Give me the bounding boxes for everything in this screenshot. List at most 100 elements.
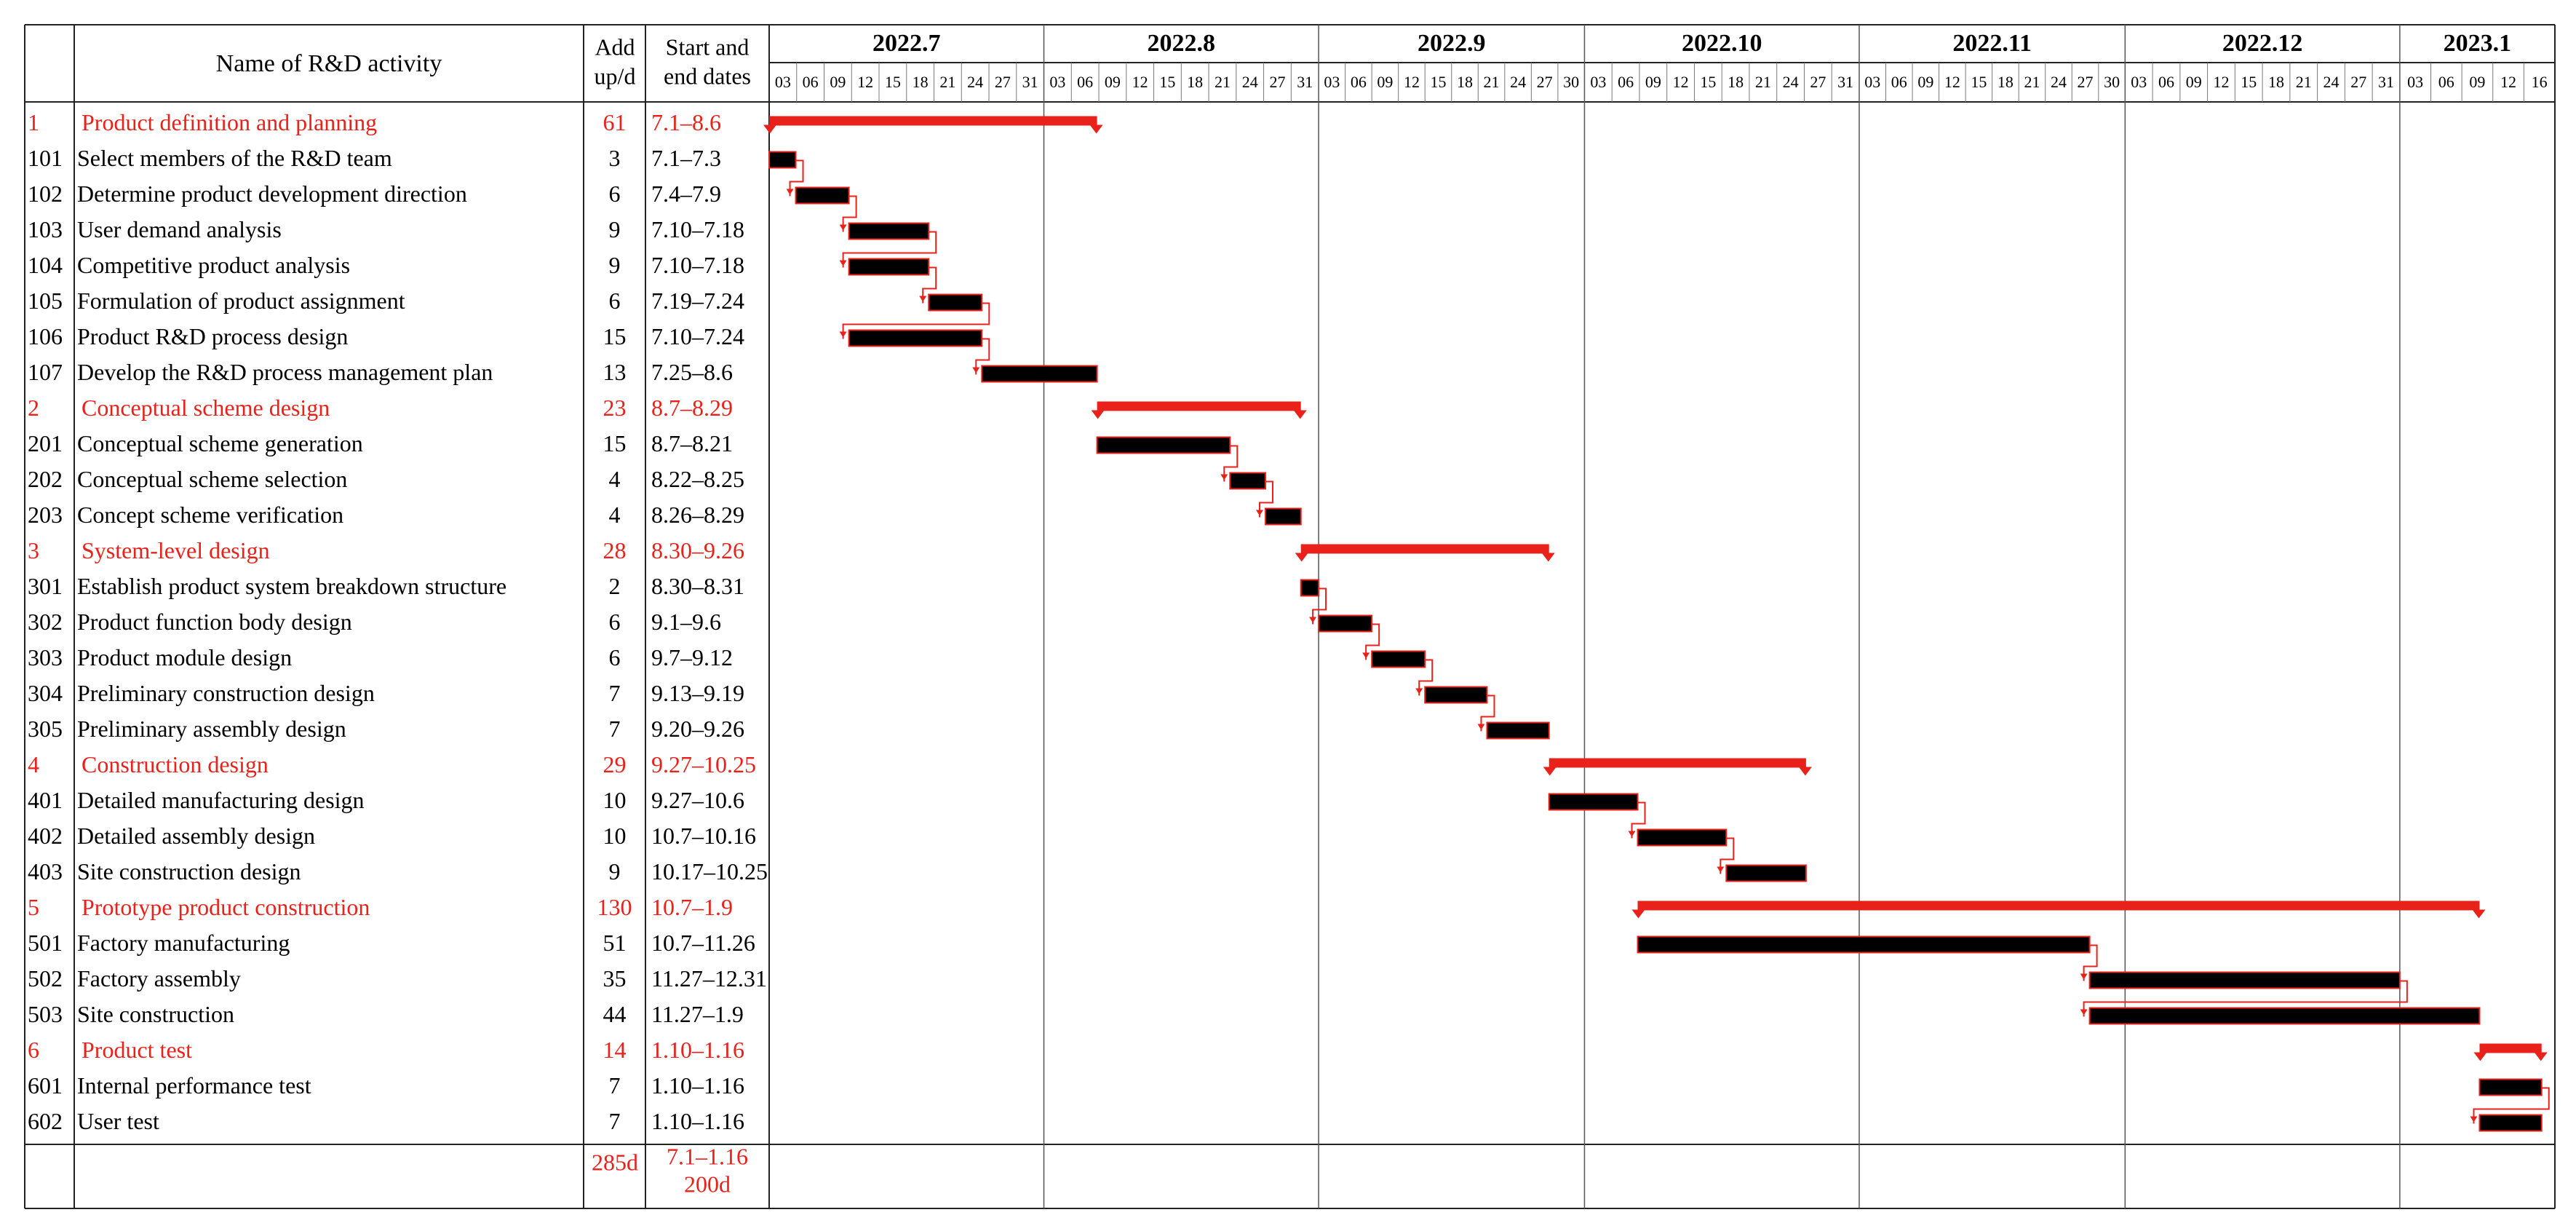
arrow-head — [1415, 688, 1423, 694]
task-days: 6 — [609, 644, 621, 670]
task-days: 2 — [609, 573, 621, 599]
day-label: 24 — [2323, 73, 2339, 91]
day-label: 15 — [885, 73, 901, 91]
task-bar — [848, 329, 983, 347]
task-id: 3 — [28, 537, 39, 563]
task-dates: 11.27–1.9 — [651, 1001, 744, 1027]
task-id: 502 — [28, 965, 63, 992]
arrow-head — [839, 224, 847, 231]
task-days: 44 — [603, 1001, 627, 1027]
task-days: 7 — [609, 716, 621, 742]
day-label: 15 — [1971, 73, 1987, 91]
day-label: 24 — [1510, 73, 1526, 91]
summary-bar — [1549, 758, 1806, 768]
arrow-head — [2080, 1009, 2088, 1016]
task-dates: 8.30–9.26 — [651, 537, 744, 563]
task-bar — [1637, 828, 1728, 847]
day-label: 03 — [1864, 73, 1880, 91]
task-id: 106 — [28, 323, 63, 349]
day-label: 06 — [1618, 73, 1634, 91]
task-name: System-level design — [82, 537, 270, 563]
task-name: Product module design — [77, 644, 292, 670]
month-label: 2022.9 — [1418, 30, 1486, 57]
task-bar — [2478, 1078, 2543, 1096]
connector — [975, 338, 990, 375]
task-dates: 9.27–10.6 — [651, 787, 744, 813]
total-span: 200d — [684, 1171, 731, 1197]
task-name: Factory assembly — [77, 965, 241, 992]
task-name: Conceptual scheme selection — [77, 466, 347, 492]
task-bar — [2088, 971, 2401, 989]
day-label: 21 — [939, 73, 955, 91]
connector — [842, 302, 990, 339]
task-dates: 8.30–8.31 — [651, 573, 744, 599]
summary-end — [1091, 410, 1105, 419]
task-bar — [1229, 472, 1267, 490]
task-days: 9 — [609, 252, 621, 278]
task-name: Establish product system breakdown struc… — [77, 573, 506, 599]
day-label: 15 — [1159, 73, 1175, 91]
day-label: 06 — [803, 73, 819, 91]
task-bar — [928, 293, 983, 312]
task-bar — [2478, 1114, 2543, 1132]
arrow-head — [1628, 831, 1636, 837]
day-label: 27 — [2078, 73, 2094, 91]
task-id: 107 — [28, 359, 63, 385]
task-name: Formulation of product assignment — [77, 288, 405, 314]
connector — [2473, 1087, 2550, 1124]
task-days: 28 — [603, 537, 627, 563]
day-label: 21 — [2024, 73, 2040, 91]
summary-bar — [769, 116, 1097, 126]
month-label: 2022.12 — [2222, 30, 2303, 57]
task-dates: 8.26–8.29 — [651, 502, 744, 528]
connector — [1631, 802, 1646, 839]
task-name: User test — [77, 1108, 159, 1134]
task-name: Factory manufacturing — [77, 930, 290, 956]
task-id: 304 — [28, 680, 63, 706]
month-label: 2023.1 — [2444, 30, 2512, 57]
task-dates: 7.1–7.3 — [651, 145, 721, 171]
day-label: 12 — [1404, 73, 1420, 91]
total-dates: 7.1–1.16 — [667, 1143, 748, 1169]
task-id: 6 — [28, 1037, 39, 1063]
day-label: 18 — [2268, 73, 2284, 91]
task-days: 7 — [609, 680, 621, 706]
header-dates: end dates — [664, 63, 751, 89]
task-name: Concept scheme verification — [77, 502, 343, 528]
task-days: 13 — [603, 359, 627, 385]
task-name: Conceptual scheme design — [82, 395, 330, 421]
total-days: 285d — [592, 1149, 638, 1175]
day-label: 12 — [1132, 73, 1148, 91]
day-label: 09 — [830, 73, 846, 91]
task-dates: 10.17–10.25 — [651, 858, 768, 884]
task-name: Product test — [82, 1037, 192, 1063]
task-dates: 1.10–1.16 — [651, 1072, 744, 1099]
connector — [2083, 980, 2408, 1017]
task-bar — [1371, 650, 1426, 668]
task-name: Develop the R&D process management plan — [77, 359, 493, 385]
task-id: 5 — [28, 894, 39, 920]
connector — [842, 195, 857, 232]
day-label: 21 — [1755, 73, 1771, 91]
task-days: 6 — [609, 181, 621, 207]
task-id: 403 — [28, 858, 63, 884]
task-name: Product function body design — [77, 609, 352, 635]
connector — [1259, 480, 1274, 518]
day-label: 24 — [1242, 73, 1258, 91]
day-label: 06 — [1077, 73, 1093, 91]
summary-bar — [1097, 401, 1301, 411]
day-label: 03 — [1324, 73, 1340, 91]
connector — [842, 231, 937, 268]
summary-bar — [2479, 1043, 2542, 1053]
arrow-head — [839, 260, 847, 266]
header-days: up/d — [595, 63, 636, 89]
connector — [1365, 623, 1380, 660]
task-name: Select members of the R&D team — [77, 145, 392, 171]
arrow-head — [839, 331, 847, 338]
day-label: 27 — [1537, 73, 1553, 91]
task-id: 104 — [28, 252, 63, 278]
day-label: 15 — [1700, 73, 1716, 91]
arrow-head — [2470, 1116, 2478, 1123]
task-id: 503 — [28, 1001, 63, 1027]
day-label: 24 — [967, 73, 983, 91]
